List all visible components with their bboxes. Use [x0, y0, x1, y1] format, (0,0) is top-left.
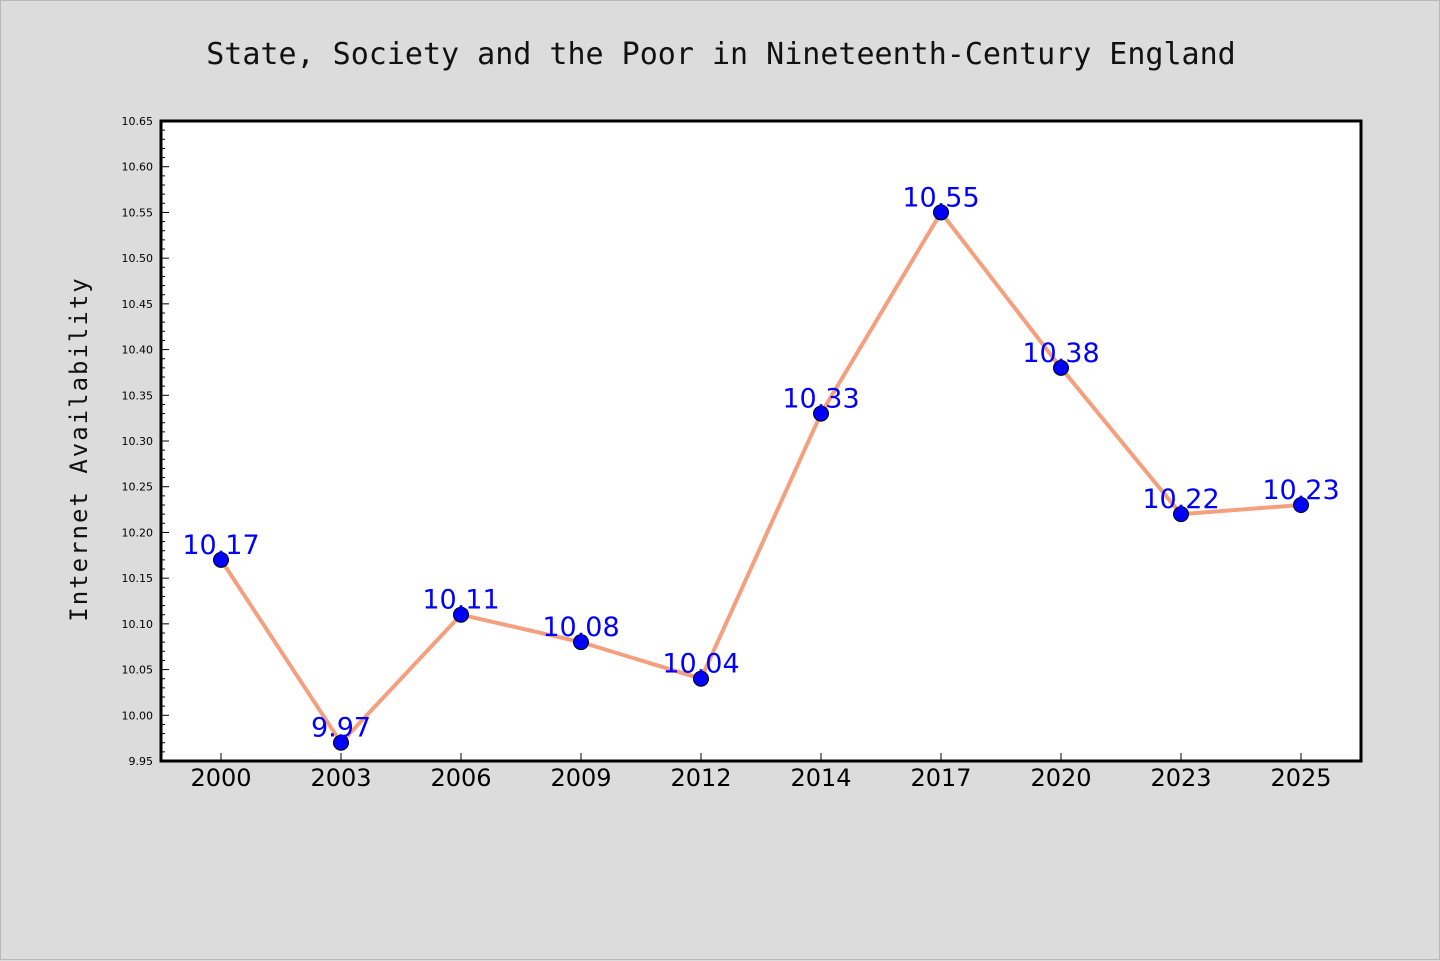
x-tick-label: 2003: [310, 764, 371, 792]
y-tick-label: 10.55: [122, 206, 154, 219]
x-tick-label: 2006: [430, 764, 491, 792]
data-label: 10.55: [902, 182, 979, 213]
y-tick-label: 10.65: [122, 115, 154, 128]
y-tick-label: 10.35: [122, 389, 154, 402]
y-tick-label: 10.50: [122, 252, 154, 265]
x-tick-label: 2012: [670, 764, 731, 792]
x-tick-label: 2000: [190, 764, 251, 792]
y-tick-label: 10.15: [122, 572, 154, 585]
data-label: 10.08: [542, 612, 619, 643]
x-tick-label: 2009: [550, 764, 611, 792]
x-tick-label: 2023: [1150, 764, 1211, 792]
plot-area: [159, 119, 1363, 763]
y-tick-label: 10.10: [122, 618, 154, 631]
x-tick-label: 2025: [1270, 764, 1331, 792]
y-tick-label: 9.95: [129, 755, 154, 768]
series-layer: [213, 204, 1309, 751]
series-line: [219, 210, 1302, 745]
chart-title: State, Society and the Poor in Nineteent…: [206, 37, 1236, 72]
x-tick-label: 2014: [790, 764, 851, 792]
data-label: 10.23: [1262, 475, 1339, 506]
y-tick-label: 10.00: [122, 709, 154, 722]
y-tick-label: 10.60: [122, 161, 154, 174]
data-point: [333, 734, 349, 751]
data-point: [213, 551, 229, 568]
data-label-layer: 10.17 9.97 10.11 10.08 10.04 10.33 10.55 10.38 1…: [182, 182, 1339, 743]
data-point: [933, 204, 949, 221]
y-axis-label: Internet Availability: [65, 276, 93, 621]
data-point: [1053, 359, 1069, 376]
x-tick-label: 2020: [1030, 764, 1091, 792]
y-tick-label: 10.05: [122, 664, 154, 677]
data-point: [1173, 506, 1189, 523]
y-tick-label: 10.40: [122, 344, 154, 357]
y-tick-label: 10.45: [122, 298, 154, 311]
y-axis: 9.95 10.00 10.05 10.10 10.15 10.20 10.25 10.30 1…: [122, 115, 169, 768]
data-point: [813, 405, 829, 422]
data-label: 10.38: [1022, 338, 1099, 369]
data-label: 10.04: [662, 649, 739, 680]
y-tick-label: 10.25: [122, 481, 154, 494]
x-tick-label: 2017: [910, 764, 971, 792]
y-tick-label: 10.20: [122, 526, 154, 539]
data-label: 9.97: [311, 713, 371, 744]
data-point: [453, 606, 469, 623]
y-tick-label: 10.30: [122, 435, 154, 448]
data-point: [573, 634, 589, 651]
data-point: [693, 670, 709, 687]
data-label: 10.17: [182, 530, 259, 561]
data-point: [1293, 497, 1309, 513]
data-label: 10.11: [422, 585, 499, 616]
data-label: 10.33: [782, 384, 859, 415]
data-label: 10.22: [1142, 484, 1219, 515]
x-axis: 2000 2003 2006 2009 2012 2014 2017 2020 2023 2025: [190, 753, 1332, 792]
